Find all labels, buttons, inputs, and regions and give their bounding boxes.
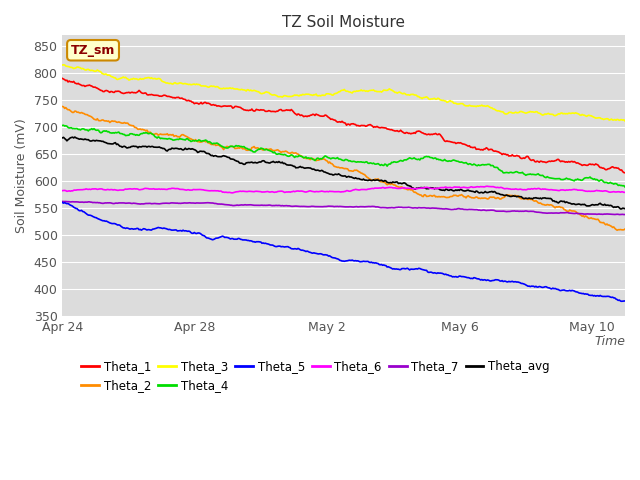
Theta_2 — [394, 184, 401, 190]
Theta_4 — [330, 155, 338, 161]
Theta_3 — [330, 91, 338, 97]
Theta_avg — [330, 172, 338, 178]
Theta_2 — [607, 224, 615, 229]
Theta_1 — [326, 115, 333, 121]
Theta_6 — [522, 187, 530, 192]
Theta_7 — [520, 208, 527, 214]
Theta_7 — [621, 212, 629, 217]
Title: TZ Soil Moisture: TZ Soil Moisture — [282, 15, 405, 30]
Theta_5 — [618, 299, 625, 304]
Line: Theta_avg: Theta_avg — [63, 137, 625, 209]
Text: TZ_sm: TZ_sm — [71, 44, 115, 57]
Theta_6 — [621, 190, 629, 195]
Theta_3 — [59, 62, 67, 68]
Theta_2 — [520, 196, 527, 202]
Line: Theta_6: Theta_6 — [63, 186, 625, 193]
Theta_3 — [60, 62, 67, 68]
Theta_6 — [330, 189, 338, 194]
Line: Theta_3: Theta_3 — [63, 65, 625, 121]
Theta_2 — [329, 162, 337, 168]
Theta_5 — [59, 200, 67, 205]
Theta_5 — [326, 253, 333, 259]
Theta_5 — [394, 266, 401, 272]
Line: Theta_1: Theta_1 — [63, 79, 625, 173]
Theta_2 — [613, 228, 621, 233]
Theta_6 — [484, 183, 492, 189]
Text: Time: Time — [594, 336, 625, 348]
Theta_5 — [363, 259, 371, 264]
Theta_avg — [521, 196, 529, 202]
Theta_2 — [59, 104, 67, 109]
Theta_7 — [363, 204, 371, 210]
Line: Theta_2: Theta_2 — [63, 107, 625, 230]
Theta_1 — [607, 164, 615, 170]
Theta_7 — [394, 204, 401, 210]
Theta_3 — [364, 89, 372, 95]
Theta_avg — [59, 135, 67, 141]
Theta_avg — [621, 206, 629, 212]
Legend: Theta_1, Theta_2, Theta_3, Theta_4, Theta_5, Theta_6, Theta_7, Theta_avg: Theta_1, Theta_2, Theta_3, Theta_4, Thet… — [77, 355, 554, 396]
Theta_1 — [329, 117, 337, 122]
Theta_2 — [326, 159, 333, 165]
Theta_avg — [71, 134, 79, 140]
Theta_6 — [59, 188, 67, 193]
Theta_1 — [363, 123, 371, 129]
Theta_7 — [329, 204, 337, 209]
Theta_3 — [327, 91, 335, 97]
Theta_2 — [621, 226, 629, 232]
Theta_avg — [364, 178, 372, 183]
Theta_1 — [621, 170, 629, 176]
Theta_7 — [616, 212, 623, 217]
Theta_5 — [621, 298, 629, 304]
Theta_7 — [607, 211, 615, 217]
Theta_6 — [364, 186, 372, 192]
Theta_3 — [394, 90, 402, 96]
Theta_4 — [621, 184, 629, 190]
Y-axis label: Soil Moisture (mV): Soil Moisture (mV) — [15, 118, 28, 233]
Theta_1 — [59, 76, 67, 82]
Theta_1 — [394, 128, 401, 133]
Theta_avg — [609, 204, 616, 210]
Theta_6 — [610, 189, 618, 194]
Theta_3 — [521, 110, 529, 116]
Theta_avg — [327, 171, 335, 177]
Theta_4 — [60, 122, 67, 128]
Theta_5 — [329, 255, 337, 261]
Theta_avg — [617, 206, 625, 212]
Theta_5 — [520, 281, 527, 287]
Theta_6 — [327, 189, 335, 194]
Theta_4 — [521, 171, 529, 177]
Theta_4 — [394, 159, 402, 165]
Theta_6 — [229, 190, 237, 196]
Theta_3 — [609, 117, 616, 123]
Theta_4 — [364, 160, 372, 166]
Line: Theta_7: Theta_7 — [63, 202, 625, 215]
Theta_4 — [327, 156, 335, 162]
Line: Theta_4: Theta_4 — [63, 125, 625, 187]
Theta_1 — [520, 155, 527, 161]
Theta_4 — [59, 122, 67, 128]
Theta_4 — [609, 180, 616, 186]
Theta_6 — [394, 186, 402, 192]
Theta_avg — [394, 180, 402, 186]
Theta_7 — [326, 204, 333, 209]
Theta_5 — [607, 295, 615, 300]
Line: Theta_5: Theta_5 — [63, 203, 625, 301]
Theta_3 — [621, 118, 629, 124]
Theta_2 — [363, 174, 371, 180]
Theta_7 — [59, 199, 67, 204]
